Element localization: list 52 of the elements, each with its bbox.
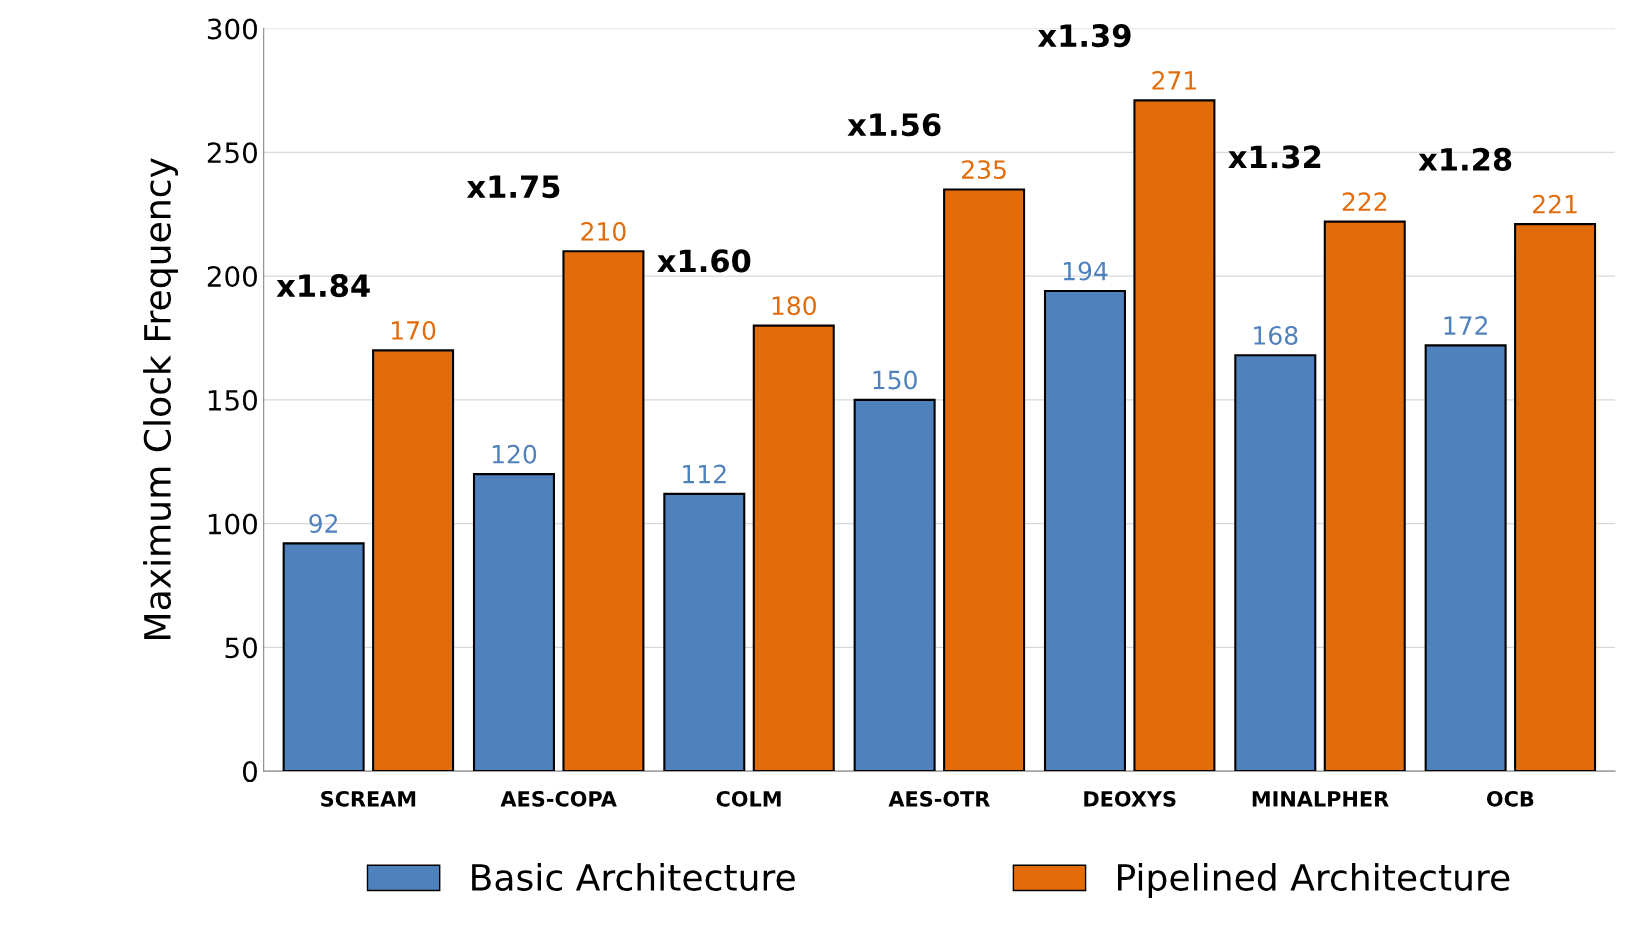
y-tick-label: 150 — [208, 389, 257, 411]
y-tick-label: 50 — [225, 637, 257, 659]
x-tick-label: MINALPHER — [1252, 791, 1389, 807]
data-label: 235 — [962, 160, 1006, 180]
bar — [472, 473, 555, 772]
data-label: 150 — [873, 370, 917, 390]
x-tick-label: DEOXYS — [1084, 790, 1176, 807]
bar — [1043, 289, 1126, 772]
y-tick-label: 250 — [207, 142, 257, 164]
annotation: x1.39 — [1037, 24, 1131, 48]
legend-label: Pipelined Architecture — [1118, 863, 1510, 898]
annotation: x1.28 — [1418, 147, 1512, 171]
bar — [752, 324, 835, 772]
annotation: x1.75 — [466, 175, 560, 199]
x-tick-label: COLM — [716, 790, 781, 807]
bar — [562, 250, 645, 772]
data-label: 112 — [683, 464, 726, 484]
bar — [1514, 223, 1597, 772]
bar — [1323, 220, 1406, 772]
x-tick-label: OCB — [1486, 790, 1534, 807]
data-label: 120 — [492, 444, 537, 464]
data-label: 180 — [772, 296, 816, 316]
x-tick-label: AES-OTR — [888, 790, 990, 807]
bar — [663, 492, 746, 772]
data-label: 170 — [391, 321, 436, 340]
data-label: 92 — [309, 514, 338, 533]
data-label: 221 — [1533, 194, 1577, 214]
bar — [853, 398, 936, 772]
bar — [1133, 99, 1216, 772]
data-label: 271 — [1152, 71, 1196, 90]
annotation: x1.56 — [847, 113, 941, 137]
data-label: 194 — [1063, 261, 1108, 281]
data-label: 168 — [1254, 325, 1298, 345]
annotation: x1.32 — [1228, 145, 1321, 169]
bar — [1424, 344, 1507, 772]
y-tick-label: 300 — [207, 18, 257, 40]
annotation: x1.60 — [657, 249, 751, 273]
data-label: 172 — [1444, 316, 1487, 335]
y-tick-label: 200 — [207, 266, 257, 288]
y-axis-title: Maximum Clock Frequency — [143, 158, 179, 640]
bar — [943, 188, 1026, 772]
legend-label: Basic Architecture — [472, 863, 795, 891]
data-label: 222 — [1342, 192, 1387, 211]
x-tick-label: SCREAM — [321, 790, 416, 807]
bar — [1234, 354, 1317, 772]
bar — [282, 542, 365, 772]
bar — [372, 349, 455, 772]
y-tick-label: 100 — [208, 513, 257, 535]
data-label: 210 — [581, 222, 626, 241]
y-tick-label: 0 — [242, 761, 257, 783]
x-tick-label: AES-COPA — [500, 790, 617, 807]
annotation: x1.84 — [276, 274, 370, 298]
